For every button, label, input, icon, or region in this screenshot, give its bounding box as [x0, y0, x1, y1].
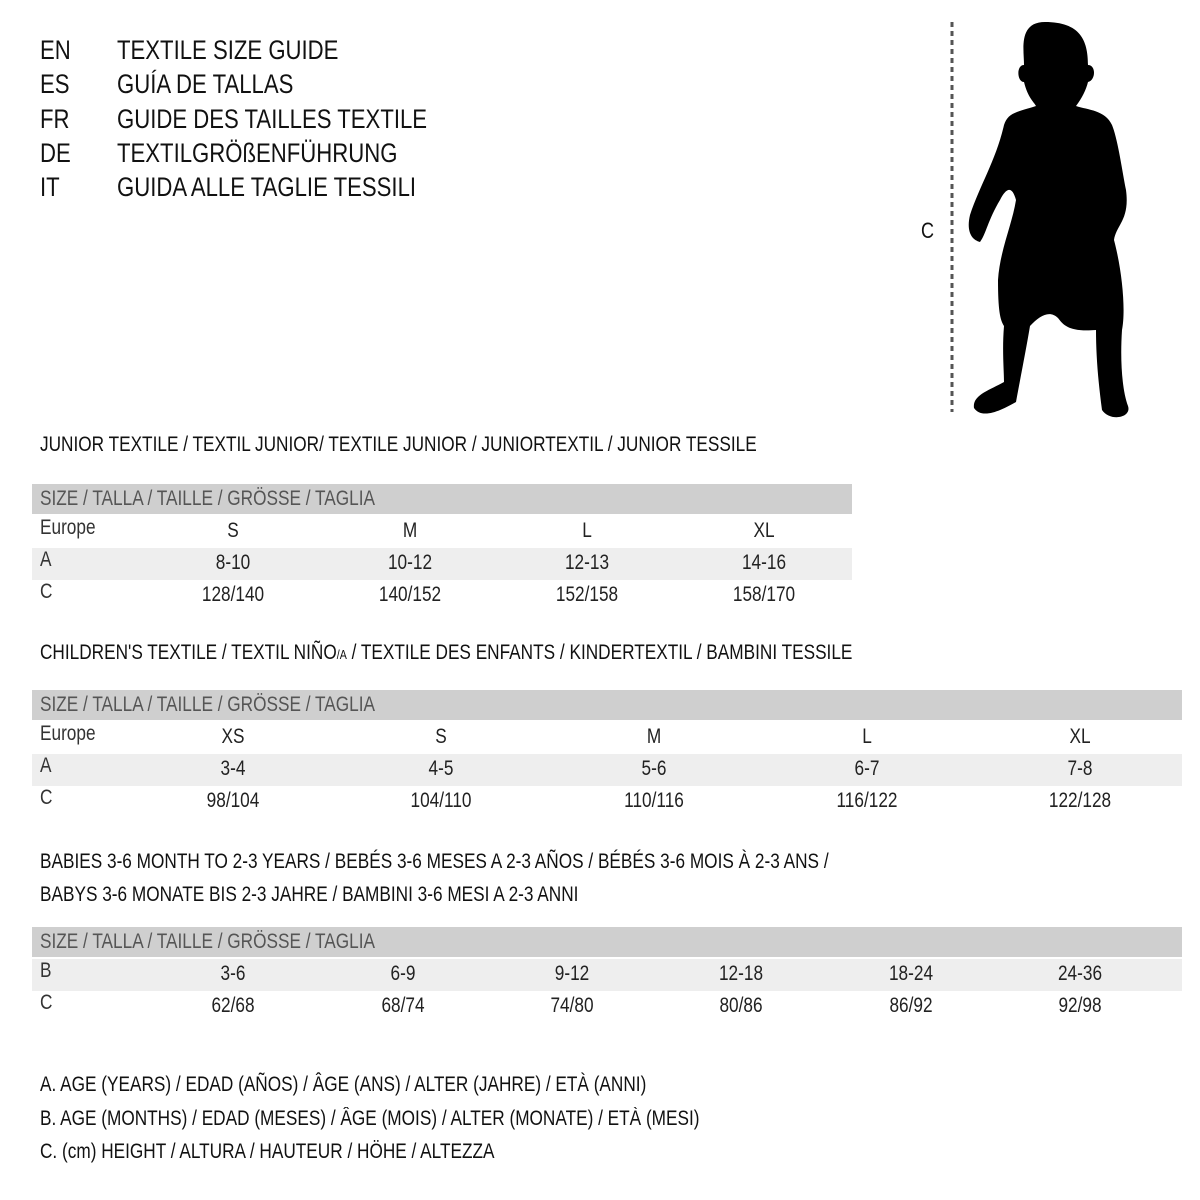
children-section-title: CHILDREN'S TEXTILE / TEXTIL NIÑO/A / TEX… [40, 641, 852, 667]
legend-item: B. AGE (MONTHS) / EDAD (MESES) / ÂGE (MO… [40, 1106, 700, 1130]
table-cell: 74/80 [550, 994, 594, 1017]
table-cell: M [646, 725, 662, 748]
table-header-row: SIZE / TALLA / TAILLE / GRÖSSE / TAGLIA [32, 484, 852, 514]
language-code: EN [40, 35, 71, 65]
language-code: FR [40, 103, 70, 134]
table-cell: L [582, 519, 592, 542]
children-size-table: SIZE / TALLA / TAILLE / GRÖSSE / TAGLIA E… [32, 690, 1182, 818]
junior-size-table: SIZE / TALLA / TAILLE / GRÖSSE / TAGLIA E… [32, 484, 852, 612]
language-title: GUIDA ALLE TAGLIE TESSILI [117, 172, 417, 203]
table-row: C 128/140 140/152 152/158 158/170 [32, 580, 852, 612]
row-label: C [40, 991, 53, 1014]
table-row: B 3-6 6-9 9-12 12-18 18-24 24-36 [32, 959, 1182, 991]
table-cell: 98/104 [206, 789, 260, 812]
table-cell: 110/116 [624, 789, 684, 812]
table-row: C 62/68 68/74 74/80 80/86 86/92 92/98 [32, 991, 1182, 1023]
table-header-row: SIZE / TALLA / TAILLE / GRÖSSE / TAGLIA [32, 690, 1182, 720]
babies-size-table: SIZE / TALLA / TAILLE / GRÖSSE / TAGLIA B… [32, 927, 1182, 1023]
table-cell: 152/158 [555, 583, 619, 606]
table-cell: 140/152 [378, 583, 442, 606]
language-code: ES [40, 69, 70, 100]
table-cell: S [227, 519, 239, 542]
table-header-label: SIZE / TALLA / TAILLE / GRÖSSE / TAGLIA [40, 930, 375, 953]
table-cell: L [862, 725, 872, 748]
children-title-main: CHILDREN'S TEXTILE / TEXTIL NIÑO [40, 641, 337, 664]
table-row: Europe XS S M L XL [32, 722, 1182, 754]
table-cell: 12-18 [718, 962, 764, 985]
table-row: A 8-10 10-12 12-13 14-16 [32, 548, 852, 580]
children-title-rest: / TEXTILE DES ENFANTS / KINDERTEXTIL / B… [346, 641, 853, 664]
row-label: Europe [40, 722, 96, 745]
junior-section-title: JUNIOR TEXTILE / TEXTIL JUNIOR/ TEXTILE … [40, 433, 757, 456]
table-cell: 7-8 [1067, 757, 1093, 780]
table-cell: 6-9 [390, 962, 416, 985]
table-cell: 116/122 [836, 789, 898, 812]
table-header-label: SIZE / TALLA / TAILLE / GRÖSSE / TAGLIA [40, 487, 375, 510]
table-cell: 122/128 [1048, 789, 1112, 812]
table-cell: 158/170 [732, 583, 796, 606]
table-cell: XL [1069, 725, 1091, 748]
babies-section-title-line2: BABYS 3-6 MONATE BIS 2-3 JAHRE / BAMBINI… [40, 883, 579, 906]
table-cell: 12-13 [564, 551, 610, 574]
table-cell: 86/92 [889, 994, 933, 1017]
child-silhouette-figure: C [900, 10, 1160, 435]
table-cell: 14-16 [741, 551, 787, 574]
table-cell: 10-12 [387, 551, 433, 574]
row-label: Europe [40, 516, 96, 539]
table-cell: XS [221, 725, 245, 748]
table-cell: 6-7 [854, 757, 880, 780]
table-cell: 104/110 [410, 789, 472, 812]
row-label: A [40, 754, 52, 777]
table-cell: 18-24 [888, 962, 934, 985]
table-cell: XL [753, 519, 775, 542]
table-cell: 4-5 [428, 757, 454, 780]
table-cell: S [435, 725, 447, 748]
babies-section-title-line1: BABIES 3-6 MONTH TO 2-3 YEARS / BEBÉS 3-… [40, 850, 829, 873]
table-header-row: SIZE / TALLA / TAILLE / GRÖSSE / TAGLIA [32, 927, 1182, 957]
table-cell: 128/140 [201, 583, 265, 606]
table-cell: 8-10 [215, 551, 251, 574]
table-cell: 92/98 [1058, 994, 1102, 1017]
table-cell: 3-6 [220, 962, 246, 985]
table-cell: 68/74 [381, 994, 425, 1017]
table-cell: 9-12 [554, 962, 590, 985]
legend-item: C. (cm) HEIGHT / ALTURA / HAUTEUR / HÖHE… [40, 1140, 495, 1163]
language-code: IT [40, 172, 60, 203]
table-row: A 3-4 4-5 5-6 6-7 7-8 [32, 754, 1182, 786]
table-cell: 24-36 [1057, 962, 1103, 985]
table-cell: M [402, 519, 418, 542]
language-title: TEXTILGRÖßENFÜHRUNG [117, 137, 398, 168]
language-title: GUIDE DES TAILLES TEXTILE [117, 103, 428, 134]
row-label: C [40, 786, 53, 809]
table-cell: 3-4 [220, 757, 246, 780]
table-cell: 80/86 [719, 994, 763, 1017]
table-cell: 62/68 [211, 994, 255, 1017]
language-title: GUÍA DE TALLAS [117, 69, 294, 100]
table-row: Europe S M L XL [32, 516, 852, 548]
height-measure-label: C [921, 218, 935, 243]
children-title-sub: /A [336, 647, 347, 662]
row-label: C [40, 580, 53, 603]
row-label: B [40, 959, 52, 982]
row-label: A [40, 548, 52, 571]
table-cell: 5-6 [641, 757, 667, 780]
language-title: TEXTILE SIZE GUIDE [117, 35, 339, 65]
table-header-label: SIZE / TALLA / TAILLE / GRÖSSE / TAGLIA [40, 693, 375, 716]
child-silhouette-icon [950, 22, 1129, 418]
table-row: C 98/104 104/110 110/116 116/122 122/128 [32, 786, 1182, 818]
legend-item: A. AGE (YEARS) / EDAD (AÑOS) / ÂGE (ANS)… [40, 1073, 647, 1096]
language-code: DE [40, 137, 71, 168]
